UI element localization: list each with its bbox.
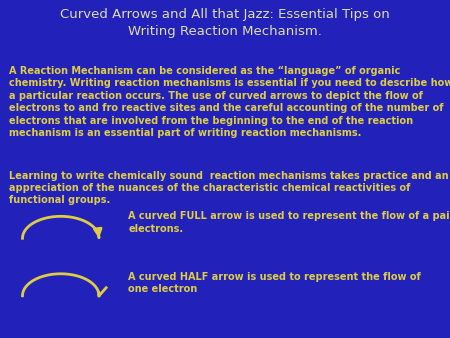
Text: A curved FULL arrow is used to represent the flow of a pair of
electrons.: A curved FULL arrow is used to represent… — [128, 211, 450, 234]
Text: Curved Arrows and All that Jazz: Essential Tips on
Writing Reaction Mechanism.: Curved Arrows and All that Jazz: Essenti… — [60, 8, 390, 39]
Text: A curved HALF arrow is used to represent the flow of
one electron: A curved HALF arrow is used to represent… — [128, 272, 421, 294]
Text: A Reaction Mechanism can be considered as the “language” of organic
chemistry. W: A Reaction Mechanism can be considered a… — [9, 66, 450, 138]
Text: Learning to write chemically sound  reaction mechanisms takes practice and an
ap: Learning to write chemically sound react… — [9, 171, 449, 206]
